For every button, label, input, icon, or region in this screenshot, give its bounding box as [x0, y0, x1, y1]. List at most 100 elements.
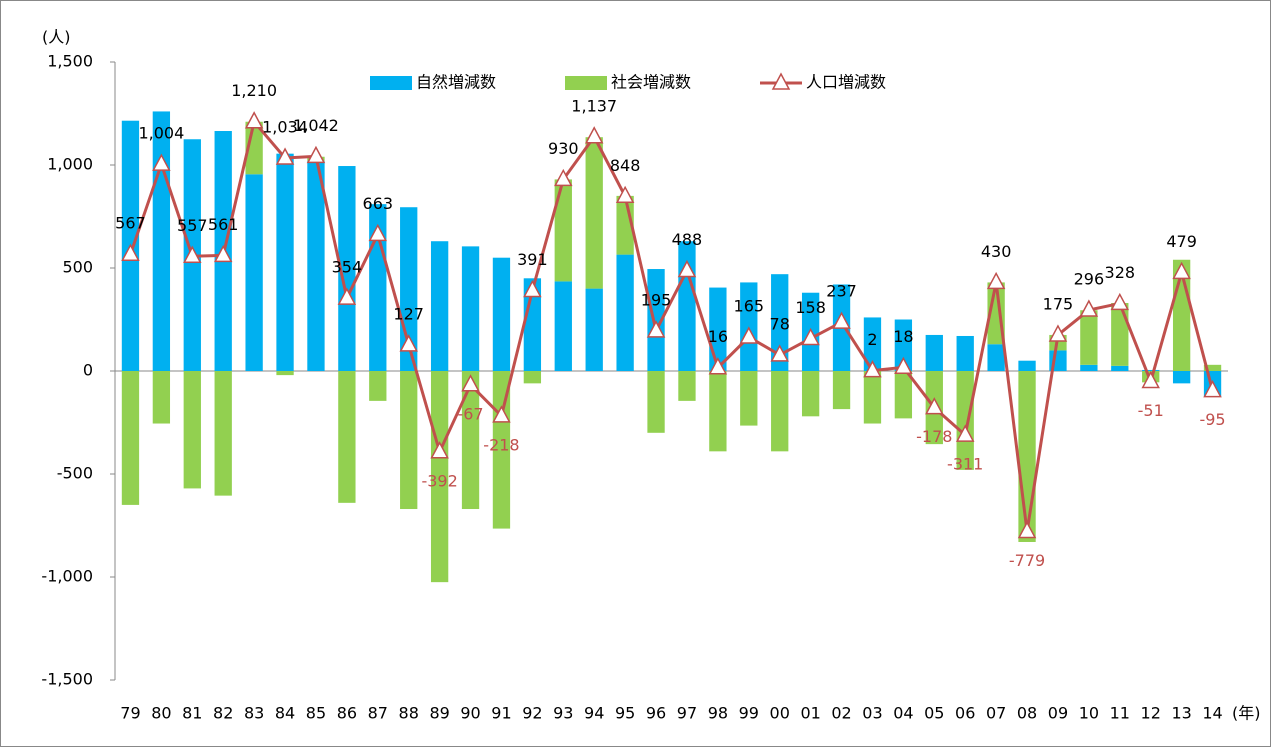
- x-tick-label: 11: [1110, 704, 1130, 723]
- marker: [1110, 292, 1130, 311]
- x-tick-label: 93: [553, 704, 573, 723]
- data-label: -178: [916, 427, 952, 446]
- bar: [894, 319, 913, 371]
- bar: [1203, 364, 1222, 371]
- marker: [646, 320, 666, 338]
- bar: [1018, 360, 1036, 371]
- data-label: 930: [548, 139, 579, 158]
- marker: [1203, 379, 1222, 398]
- marker: [492, 405, 511, 423]
- bar: [338, 166, 356, 371]
- marker: [925, 397, 944, 415]
- marker: [801, 327, 820, 346]
- data-label: 165: [734, 297, 765, 316]
- x-tick-label: 83: [244, 704, 264, 723]
- data-label: 296: [1074, 270, 1105, 289]
- y-tick-label: 1,000: [47, 155, 93, 174]
- data-label: -311: [947, 455, 983, 474]
- bar: [616, 254, 634, 371]
- x-tick-label: 95: [615, 704, 635, 723]
- x-tick-label: 05: [924, 704, 944, 723]
- bar: [585, 288, 603, 371]
- bar: [585, 137, 603, 289]
- bar: [307, 160, 325, 371]
- data-label: 16: [708, 327, 728, 346]
- marker: [306, 145, 326, 164]
- x-tick-label: 89: [429, 704, 449, 723]
- data-label: -67: [457, 404, 483, 423]
- marker: [213, 244, 233, 263]
- marker: [337, 287, 357, 305]
- data-label: 663: [363, 194, 394, 213]
- x-tick-label: 06: [955, 704, 975, 723]
- data-label: 1,034: [262, 117, 308, 136]
- data-label: -392: [421, 471, 457, 490]
- x-tick-label: 85: [306, 704, 326, 723]
- marker: [677, 259, 697, 278]
- legend-marker: [771, 72, 791, 90]
- x-tick-label: 04: [893, 704, 913, 723]
- data-label: 479: [1166, 232, 1197, 251]
- bar: [554, 179, 572, 282]
- y-tick-label: 500: [62, 258, 93, 277]
- marker: [584, 126, 604, 144]
- marker: [399, 334, 418, 352]
- legend-swatch: [370, 76, 412, 90]
- x-tick-label: 81: [182, 704, 202, 723]
- bar: [461, 246, 480, 371]
- marker: [1141, 370, 1160, 389]
- marker: [863, 359, 882, 378]
- bar: [1111, 365, 1129, 371]
- bar: [925, 334, 943, 371]
- x-tick-label: 87: [368, 704, 388, 723]
- bar: [956, 335, 974, 371]
- marker: [523, 279, 542, 298]
- marker: [770, 344, 789, 362]
- marker: [739, 326, 759, 344]
- data-label: 567: [115, 214, 146, 233]
- x-tick-label: 84: [275, 704, 295, 723]
- bar: [1018, 371, 1036, 542]
- marker: [275, 147, 295, 165]
- bar: [709, 371, 727, 452]
- bar: [1080, 310, 1098, 365]
- marker: [183, 245, 202, 264]
- bar: [152, 371, 171, 424]
- x-tick-label: 03: [862, 704, 882, 723]
- x-tick-label: 08: [1017, 704, 1037, 723]
- marker: [986, 271, 1006, 290]
- data-label: 354: [332, 258, 363, 277]
- bar: [276, 371, 294, 376]
- data-label: -95: [1199, 410, 1225, 429]
- y-tick-label: -500: [57, 464, 93, 483]
- y-tick-label: -1,000: [41, 567, 93, 586]
- bar: [523, 371, 542, 384]
- x-tick-label: 97: [677, 704, 697, 723]
- bar: [956, 371, 974, 470]
- bar: [523, 278, 542, 371]
- x-tick-label: 92: [522, 704, 542, 723]
- bar: [152, 111, 171, 371]
- data-label: 1,004: [138, 124, 184, 143]
- x-tick-label: 91: [491, 704, 511, 723]
- data-label: 561: [208, 215, 239, 234]
- data-label: 1,210: [231, 81, 277, 100]
- y-tick-label: 1,500: [47, 52, 93, 71]
- data-label: -51: [1138, 401, 1164, 420]
- x-tick-label: 88: [399, 704, 419, 723]
- marker: [244, 111, 264, 129]
- x-tick-label: 90: [460, 704, 480, 723]
- marker: [368, 223, 388, 242]
- bar: [894, 371, 913, 419]
- bar: [1142, 369, 1160, 371]
- marker: [615, 185, 635, 204]
- data-label: -779: [1009, 551, 1045, 570]
- data-label: 18: [893, 327, 913, 346]
- x-tick-label: 00: [770, 704, 790, 723]
- x-tick-label: 12: [1141, 704, 1161, 723]
- bar: [430, 371, 449, 583]
- x-tick-label: 13: [1171, 704, 1191, 723]
- data-label: 175: [1043, 294, 1074, 313]
